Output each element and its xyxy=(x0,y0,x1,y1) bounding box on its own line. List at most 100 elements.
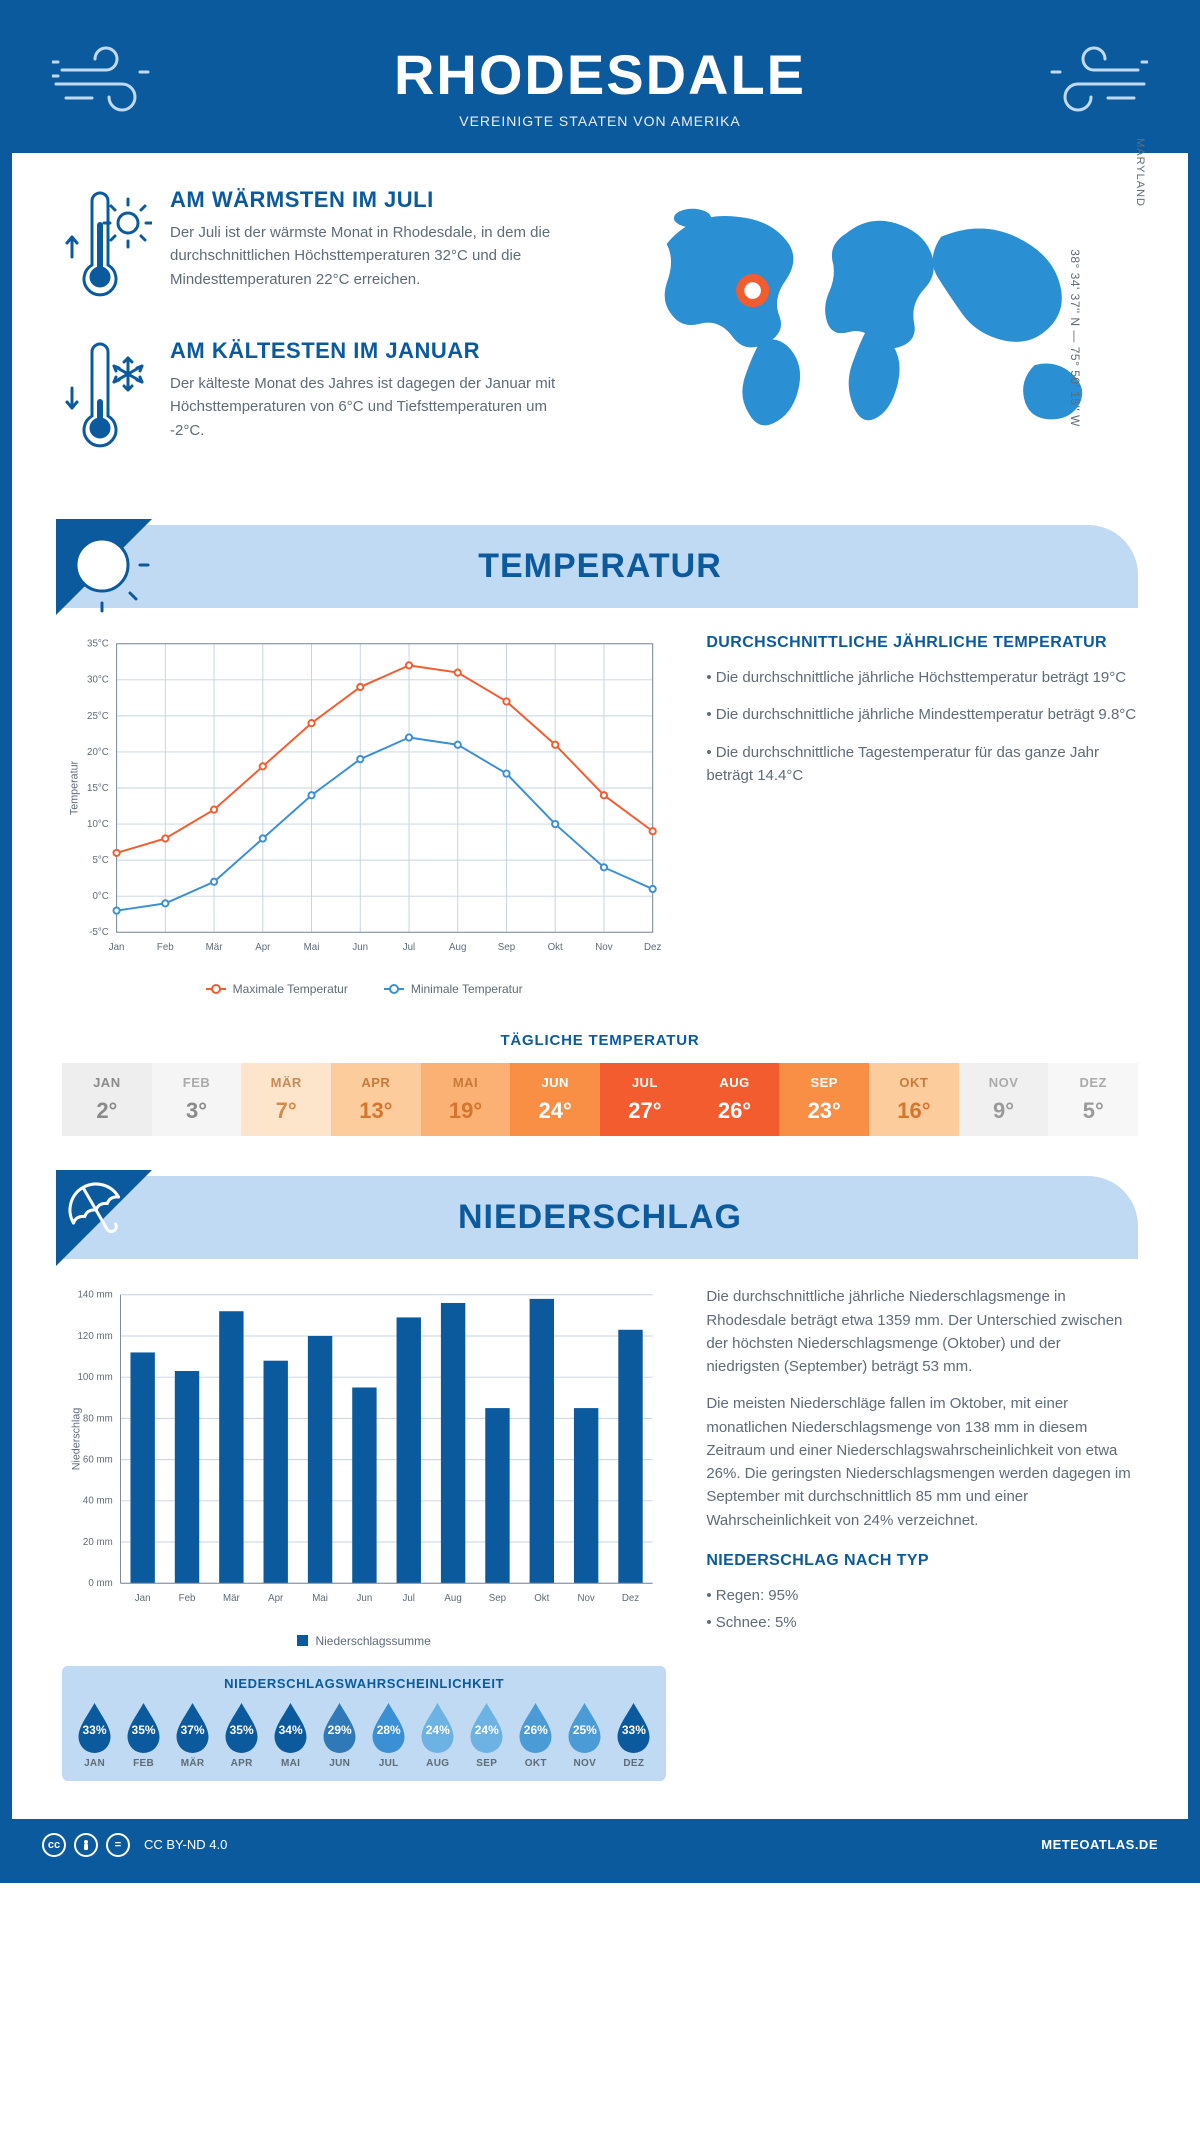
raindrop-icon: 24% xyxy=(464,1701,509,1753)
probability-cell: 26% OKT xyxy=(513,1701,558,1769)
probability-cell: 29% JUN xyxy=(317,1701,362,1769)
thermometer-cold-icon xyxy=(62,338,152,463)
raindrop-icon: 25% xyxy=(562,1701,607,1753)
temperature-title: TEMPERATUR xyxy=(62,547,1138,586)
coordinates-label: 38° 34' 37'' N — 75° 50' 15'' W xyxy=(1068,249,1082,427)
probability-cell: 35% APR xyxy=(219,1701,264,1769)
legend-precip-label: Niederschlagssumme xyxy=(315,1634,430,1648)
daily-temp-cell: JUL27° xyxy=(600,1063,690,1136)
probability-cell: 34% MAI xyxy=(268,1701,313,1769)
svg-text:Sep: Sep xyxy=(489,1593,506,1604)
svg-text:-5°C: -5°C xyxy=(89,927,109,938)
svg-text:30°C: 30°C xyxy=(87,675,109,686)
probability-box: NIEDERSCHLAGSWAHRSCHEINLICHKEIT 33% JAN … xyxy=(62,1666,666,1781)
svg-text:Jan: Jan xyxy=(135,1593,151,1604)
warmest-heading: AM WÄRMSTEN IM JULI xyxy=(170,187,580,213)
probability-cell: 37% MÄR xyxy=(170,1701,215,1769)
svg-text:100 mm: 100 mm xyxy=(78,1372,113,1383)
infographic-container: RHODESDALE VEREINIGTE STAATEN VON AMERIK… xyxy=(0,0,1200,1883)
probability-cell: 28% JUL xyxy=(366,1701,411,1769)
svg-text:Jun: Jun xyxy=(352,942,368,953)
precipitation-section-header: NIEDERSCHLAG xyxy=(62,1176,1138,1259)
svg-text:Feb: Feb xyxy=(157,942,174,953)
daily-temp-heatmap: JAN2°FEB3°MÄR7°APR13°MAI19°JUN24°JUL27°A… xyxy=(62,1063,1138,1136)
daily-temp-cell: AUG26° xyxy=(690,1063,780,1136)
precip-p2: Die meisten Niederschläge fallen im Okto… xyxy=(706,1392,1138,1532)
cc-icon: cc xyxy=(42,1833,66,1857)
raindrop-icon: 33% xyxy=(72,1701,117,1753)
daily-temp-cell: SEP23° xyxy=(779,1063,869,1136)
daily-temp-cell: JAN2° xyxy=(62,1063,152,1136)
svg-text:Okt: Okt xyxy=(548,942,563,953)
avg-temp-b3: • Die durchschnittliche Tagestemperatur … xyxy=(706,741,1138,788)
svg-text:120 mm: 120 mm xyxy=(78,1331,113,1342)
thermometer-hot-icon xyxy=(62,187,152,312)
daily-temp-cell: OKT16° xyxy=(869,1063,959,1136)
daily-temp-cell: NOV9° xyxy=(959,1063,1049,1136)
svg-text:10°C: 10°C xyxy=(87,819,109,830)
precip-type-b1: • Regen: 95% xyxy=(706,1584,1138,1607)
probability-cell: 33% JAN xyxy=(72,1701,117,1769)
svg-text:Aug: Aug xyxy=(444,1593,461,1604)
daily-temp-cell: FEB3° xyxy=(152,1063,242,1136)
sun-icon xyxy=(56,519,166,634)
raindrop-icon: 28% xyxy=(366,1701,411,1753)
license-label: CC BY-ND 4.0 xyxy=(144,1837,227,1852)
svg-text:Jul: Jul xyxy=(403,1593,415,1604)
legend-max: Maximale Temperatur xyxy=(206,982,348,996)
svg-text:Aug: Aug xyxy=(449,942,466,953)
precipitation-legend: Niederschlagssumme xyxy=(62,1634,666,1648)
legend-max-label: Maximale Temperatur xyxy=(233,982,348,996)
precipitation-body: 0 mm20 mm40 mm60 mm80 mm100 mm120 mm140 … xyxy=(12,1259,1188,1790)
warmest-body: Der Juli ist der wärmste Monat in Rhodes… xyxy=(170,221,580,291)
avg-temp-heading: DURCHSCHNITTLICHE JÄHRLICHE TEMPERATUR xyxy=(706,634,1138,652)
svg-text:Mär: Mär xyxy=(223,1593,241,1604)
svg-text:Jul: Jul xyxy=(403,942,415,953)
probability-cell: 33% DEZ xyxy=(611,1701,656,1769)
avg-temp-b2: • Die durchschnittliche jährliche Mindes… xyxy=(706,703,1138,726)
intro-text-column: AM WÄRMSTEN IM JULI Der Juli ist der wär… xyxy=(62,187,580,489)
svg-text:20°C: 20°C xyxy=(87,747,109,758)
daily-temp-title: TÄGLICHE TEMPERATUR xyxy=(12,1032,1188,1049)
svg-text:Apr: Apr xyxy=(255,942,271,953)
footer: cc = CC BY-ND 4.0 METEOATLAS.DE xyxy=(12,1819,1188,1871)
page-title: RHODESDALE xyxy=(32,42,1168,107)
temperature-line-chart: -5°C0°C5°C10°C15°C20°C25°C30°C35°CJanFeb… xyxy=(62,634,666,965)
svg-text:0 mm: 0 mm xyxy=(88,1579,112,1590)
temperature-text-column: DURCHSCHNITTLICHE JÄHRLICHE TEMPERATUR •… xyxy=(706,634,1138,996)
temperature-body: -5°C0°C5°C10°C15°C20°C25°C30°C35°CJanFeb… xyxy=(12,608,1188,1006)
by-icon xyxy=(74,1833,98,1857)
svg-text:20 mm: 20 mm xyxy=(83,1537,113,1548)
probability-cell: 35% FEB xyxy=(121,1701,166,1769)
nd-icon: = xyxy=(106,1833,130,1857)
daily-temp-cell: JUN24° xyxy=(510,1063,600,1136)
temperature-section-header: TEMPERATUR xyxy=(62,525,1138,608)
raindrop-icon: 26% xyxy=(513,1701,558,1753)
site-label: METEOATLAS.DE xyxy=(1041,1837,1158,1852)
probability-cell: 25% NOV xyxy=(562,1701,607,1769)
svg-text:Niederschlag: Niederschlag xyxy=(71,1408,83,1471)
umbrella-icon xyxy=(56,1170,166,1285)
svg-text:Feb: Feb xyxy=(179,1593,196,1604)
daily-temp-cell: MAI19° xyxy=(421,1063,511,1136)
svg-text:15°C: 15°C xyxy=(87,783,109,794)
svg-text:35°C: 35°C xyxy=(87,639,109,650)
svg-text:Mai: Mai xyxy=(312,1593,328,1604)
probability-cell: 24% AUG xyxy=(415,1701,460,1769)
region-label: MARYLAND xyxy=(1134,138,1146,207)
raindrop-icon: 24% xyxy=(415,1701,460,1753)
svg-text:Dez: Dez xyxy=(622,1593,639,1604)
temperature-legend: Maximale Temperatur Minimale Temperatur xyxy=(62,982,666,996)
probability-cell: 24% SEP xyxy=(464,1701,509,1769)
precip-type-b2: • Schnee: 5% xyxy=(706,1611,1138,1634)
svg-text:5°C: 5°C xyxy=(92,855,108,866)
header: RHODESDALE VEREINIGTE STAATEN VON AMERIK… xyxy=(12,12,1188,153)
world-map-icon xyxy=(620,187,1138,456)
precipitation-bar-chart: 0 mm20 mm40 mm60 mm80 mm100 mm120 mm140 … xyxy=(62,1285,666,1616)
svg-text:140 mm: 140 mm xyxy=(78,1290,113,1301)
svg-text:Mai: Mai xyxy=(304,942,320,953)
raindrop-icon: 34% xyxy=(268,1701,313,1753)
precipitation-title: NIEDERSCHLAG xyxy=(62,1198,1138,1237)
precipitation-text-column: Die durchschnittliche jährliche Niedersc… xyxy=(706,1285,1138,1780)
raindrop-icon: 35% xyxy=(121,1701,166,1753)
